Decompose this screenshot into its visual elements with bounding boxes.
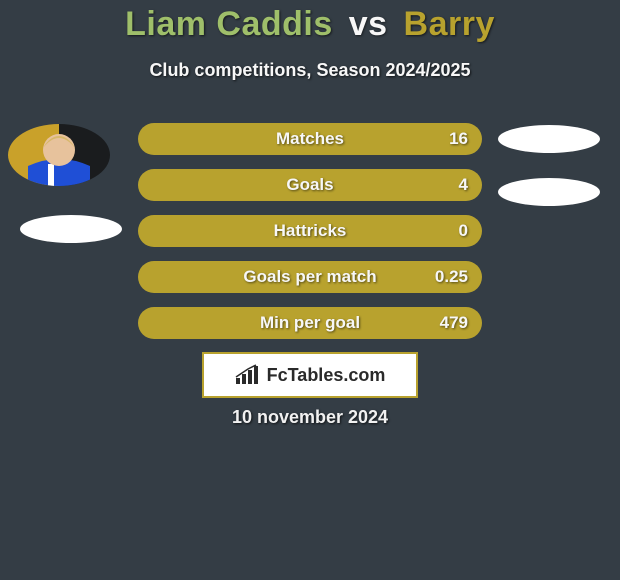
stat-value: 0 [459,215,468,247]
avatar-illustration [8,124,110,186]
date-label: 10 november 2024 [0,407,620,428]
player1-avatar [8,124,110,186]
logo-text: FcTables.com [267,365,386,386]
vs-label: vs [349,5,388,43]
comparison-infographic: Liam Caddis vs Barry Club competitions, … [0,0,620,580]
player1-placeholder-ellipse [20,215,122,243]
bar-chart-icon [235,364,261,386]
stat-label: Min per goal [138,307,482,339]
stat-bar-min-per-goal: Min per goal 479 [138,307,482,339]
stat-bar-goals-per-match: Goals per match 0.25 [138,261,482,293]
stat-label: Goals per match [138,261,482,293]
player2-name: Barry [404,5,495,43]
stat-bar-matches: Matches 16 [138,123,482,155]
page-title: Liam Caddis vs Barry [0,5,620,44]
stat-value: 479 [440,307,468,339]
subtitle: Club competitions, Season 2024/2025 [0,60,620,81]
stat-label: Hattricks [138,215,482,247]
stat-bar-hattricks: Hattricks 0 [138,215,482,247]
player2-placeholder-ellipse-2 [498,178,600,206]
player2-placeholder-ellipse-1 [498,125,600,153]
stat-value: 0.25 [435,261,468,293]
stat-value: 16 [449,123,468,155]
stat-value: 4 [459,169,468,201]
stat-label: Matches [138,123,482,155]
stat-label: Goals [138,169,482,201]
stats-bars: Matches 16 Goals 4 Hattricks 0 Goals per… [138,123,482,353]
player1-name: Liam Caddis [125,5,333,43]
stat-bar-goals: Goals 4 [138,169,482,201]
source-logo: FcTables.com [202,352,418,398]
